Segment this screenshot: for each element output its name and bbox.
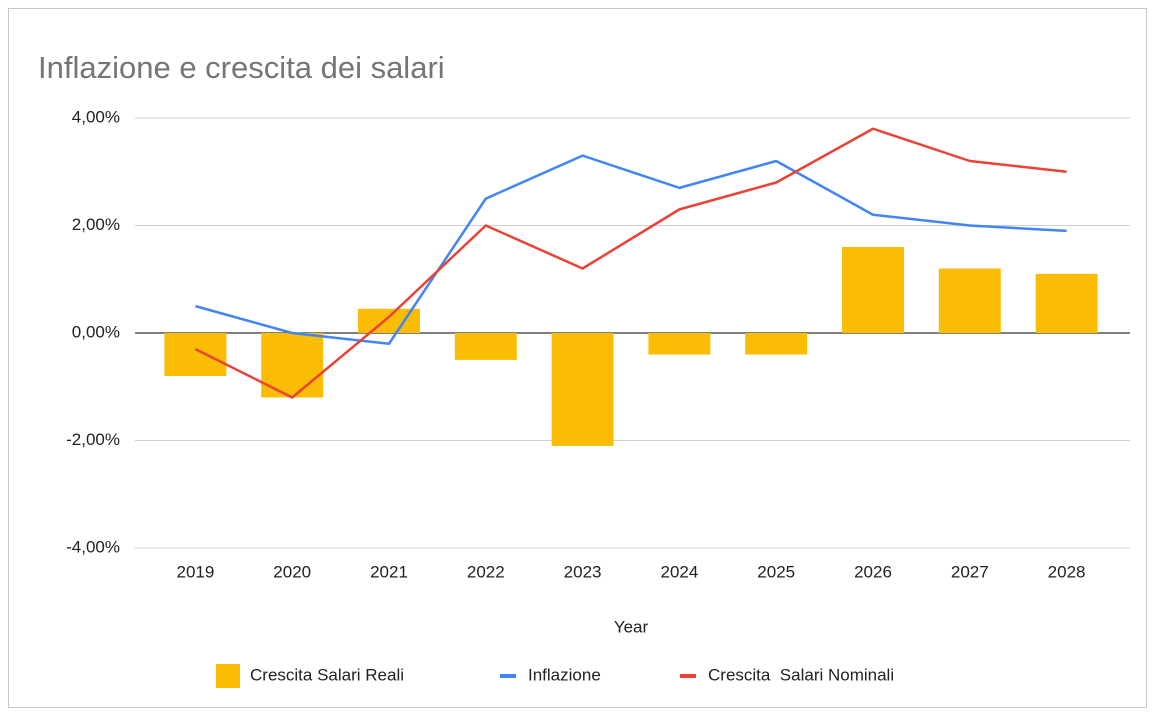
x-tick-label: 2024: [660, 562, 698, 581]
legend-label: Crescita Salari Reali: [250, 665, 404, 684]
bar: [551, 333, 614, 446]
bar: [745, 333, 808, 355]
x-tick-label: 2025: [757, 562, 795, 581]
x-axis-title: Year: [614, 617, 649, 636]
x-tick-label: 2022: [467, 562, 505, 581]
bar: [842, 247, 904, 333]
y-tick-label: 0,00%: [72, 322, 120, 341]
x-tick-label: 2023: [564, 562, 602, 581]
bar: [164, 333, 227, 376]
line: [194, 127, 1067, 399]
x-tick-label: 2026: [854, 562, 892, 581]
x-tick-label: 2020: [273, 562, 311, 581]
chart-title: Inflazione e crescita dei salari: [38, 50, 445, 85]
legend-label: Inflazione: [528, 665, 601, 684]
legend-label: Crescita Salari Nominali: [708, 665, 894, 684]
x-tick-label: 2028: [1048, 562, 1086, 581]
x-tick-label: 2027: [951, 562, 989, 581]
y-tick-label: -2,00%: [66, 430, 120, 449]
bar: [648, 333, 711, 355]
line: [195, 154, 1067, 345]
x-tick-label: 2021: [370, 562, 408, 581]
legend-swatch: [216, 664, 240, 688]
bar: [938, 268, 1001, 333]
y-tick-label: 2,00%: [72, 215, 120, 234]
x-tick-label: 2019: [176, 562, 214, 581]
y-tick-label: 4,00%: [72, 107, 120, 126]
y-tick-label: -4,00%: [66, 537, 120, 556]
bar: [454, 333, 517, 360]
bar: [1035, 273, 1098, 333]
